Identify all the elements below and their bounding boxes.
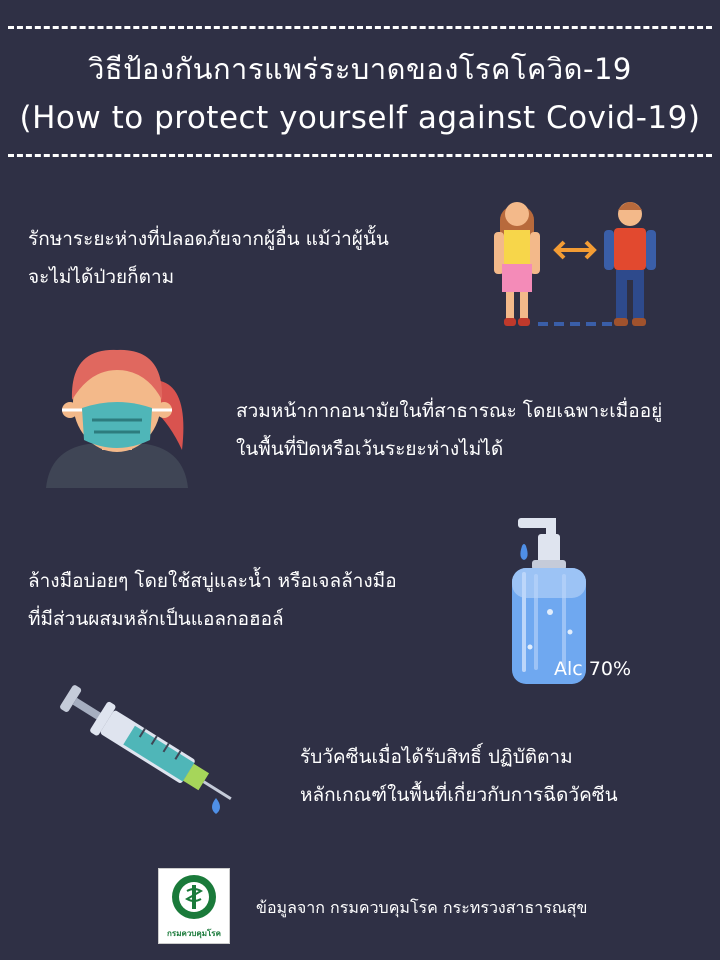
sanitizer-label: Alc 70% — [554, 658, 631, 680]
source-credit: ข้อมูลจาก กรมควบคุมโรค กระทรวงสาธารณสุข — [256, 898, 588, 917]
tip-text-line: รับวัคซีนเมื่อได้รับสิทธิ์ ปฏิบัติตาม — [300, 746, 573, 768]
bottom-dashed-divider — [8, 154, 712, 157]
tip-face-mask: สวมหน้ากากอนามัยในที่สาธารณะ โดยเฉพาะเมื… — [236, 392, 706, 468]
tip-text-line: จะไม่ได้ป่วยก็ตาม — [28, 266, 175, 288]
tip-social-distance: รักษาระยะห่างที่ปลอดภัยจากผู้อื่น แม้ว่า… — [28, 220, 468, 296]
hand-sanitizer-icon: Alc 70% — [512, 518, 631, 684]
tip-text-line: ในพื้นที่ปิดหรือเว้นระยะห่างไม่ได้ — [236, 438, 504, 460]
social-distance-icon — [494, 202, 656, 326]
page-title-english: (How to protect yourself against Covid-1… — [19, 100, 701, 136]
tip-hand-washing: ล้างมือบ่อยๆ โดยใช้สบู่และน้ำ หรือเจลล้า… — [28, 562, 468, 638]
syringe-icon — [60, 685, 232, 814]
top-dashed-divider — [8, 26, 712, 29]
tip-vaccination: รับวัคซีนเมื่อได้รับสิทธิ์ ปฏิบัติตาม หล… — [300, 738, 710, 814]
tip-text-line: รักษาระยะห่างที่ปลอดภัยจากผู้อื่น แม้ว่า… — [28, 228, 389, 250]
tip-text-line: ที่มีส่วนผสมหลักเป็นแอลกอฮอล์ — [28, 608, 284, 630]
ministry-seal-icon — [172, 875, 216, 919]
ddc-logo: กรมควบคุมโรค — [158, 868, 230, 944]
logo-caption: กรมควบคุมโรค — [167, 929, 221, 938]
tip-text-line: สวมหน้ากากอนามัยในที่สาธารณะ โดยเฉพาะเมื… — [236, 400, 663, 422]
tip-text-line: หลักเกณฑ์ในพื้นที่เกี่ยวกับการฉีดวัคซีน — [300, 784, 618, 806]
page-title-thai: วิธีป้องกันการแพร่ระบาดของโรคโควิด-19 — [88, 52, 632, 86]
face-mask-icon — [46, 349, 188, 488]
tip-text-line: ล้างมือบ่อยๆ โดยใช้สบู่และน้ำ หรือเจลล้า… — [28, 570, 397, 592]
